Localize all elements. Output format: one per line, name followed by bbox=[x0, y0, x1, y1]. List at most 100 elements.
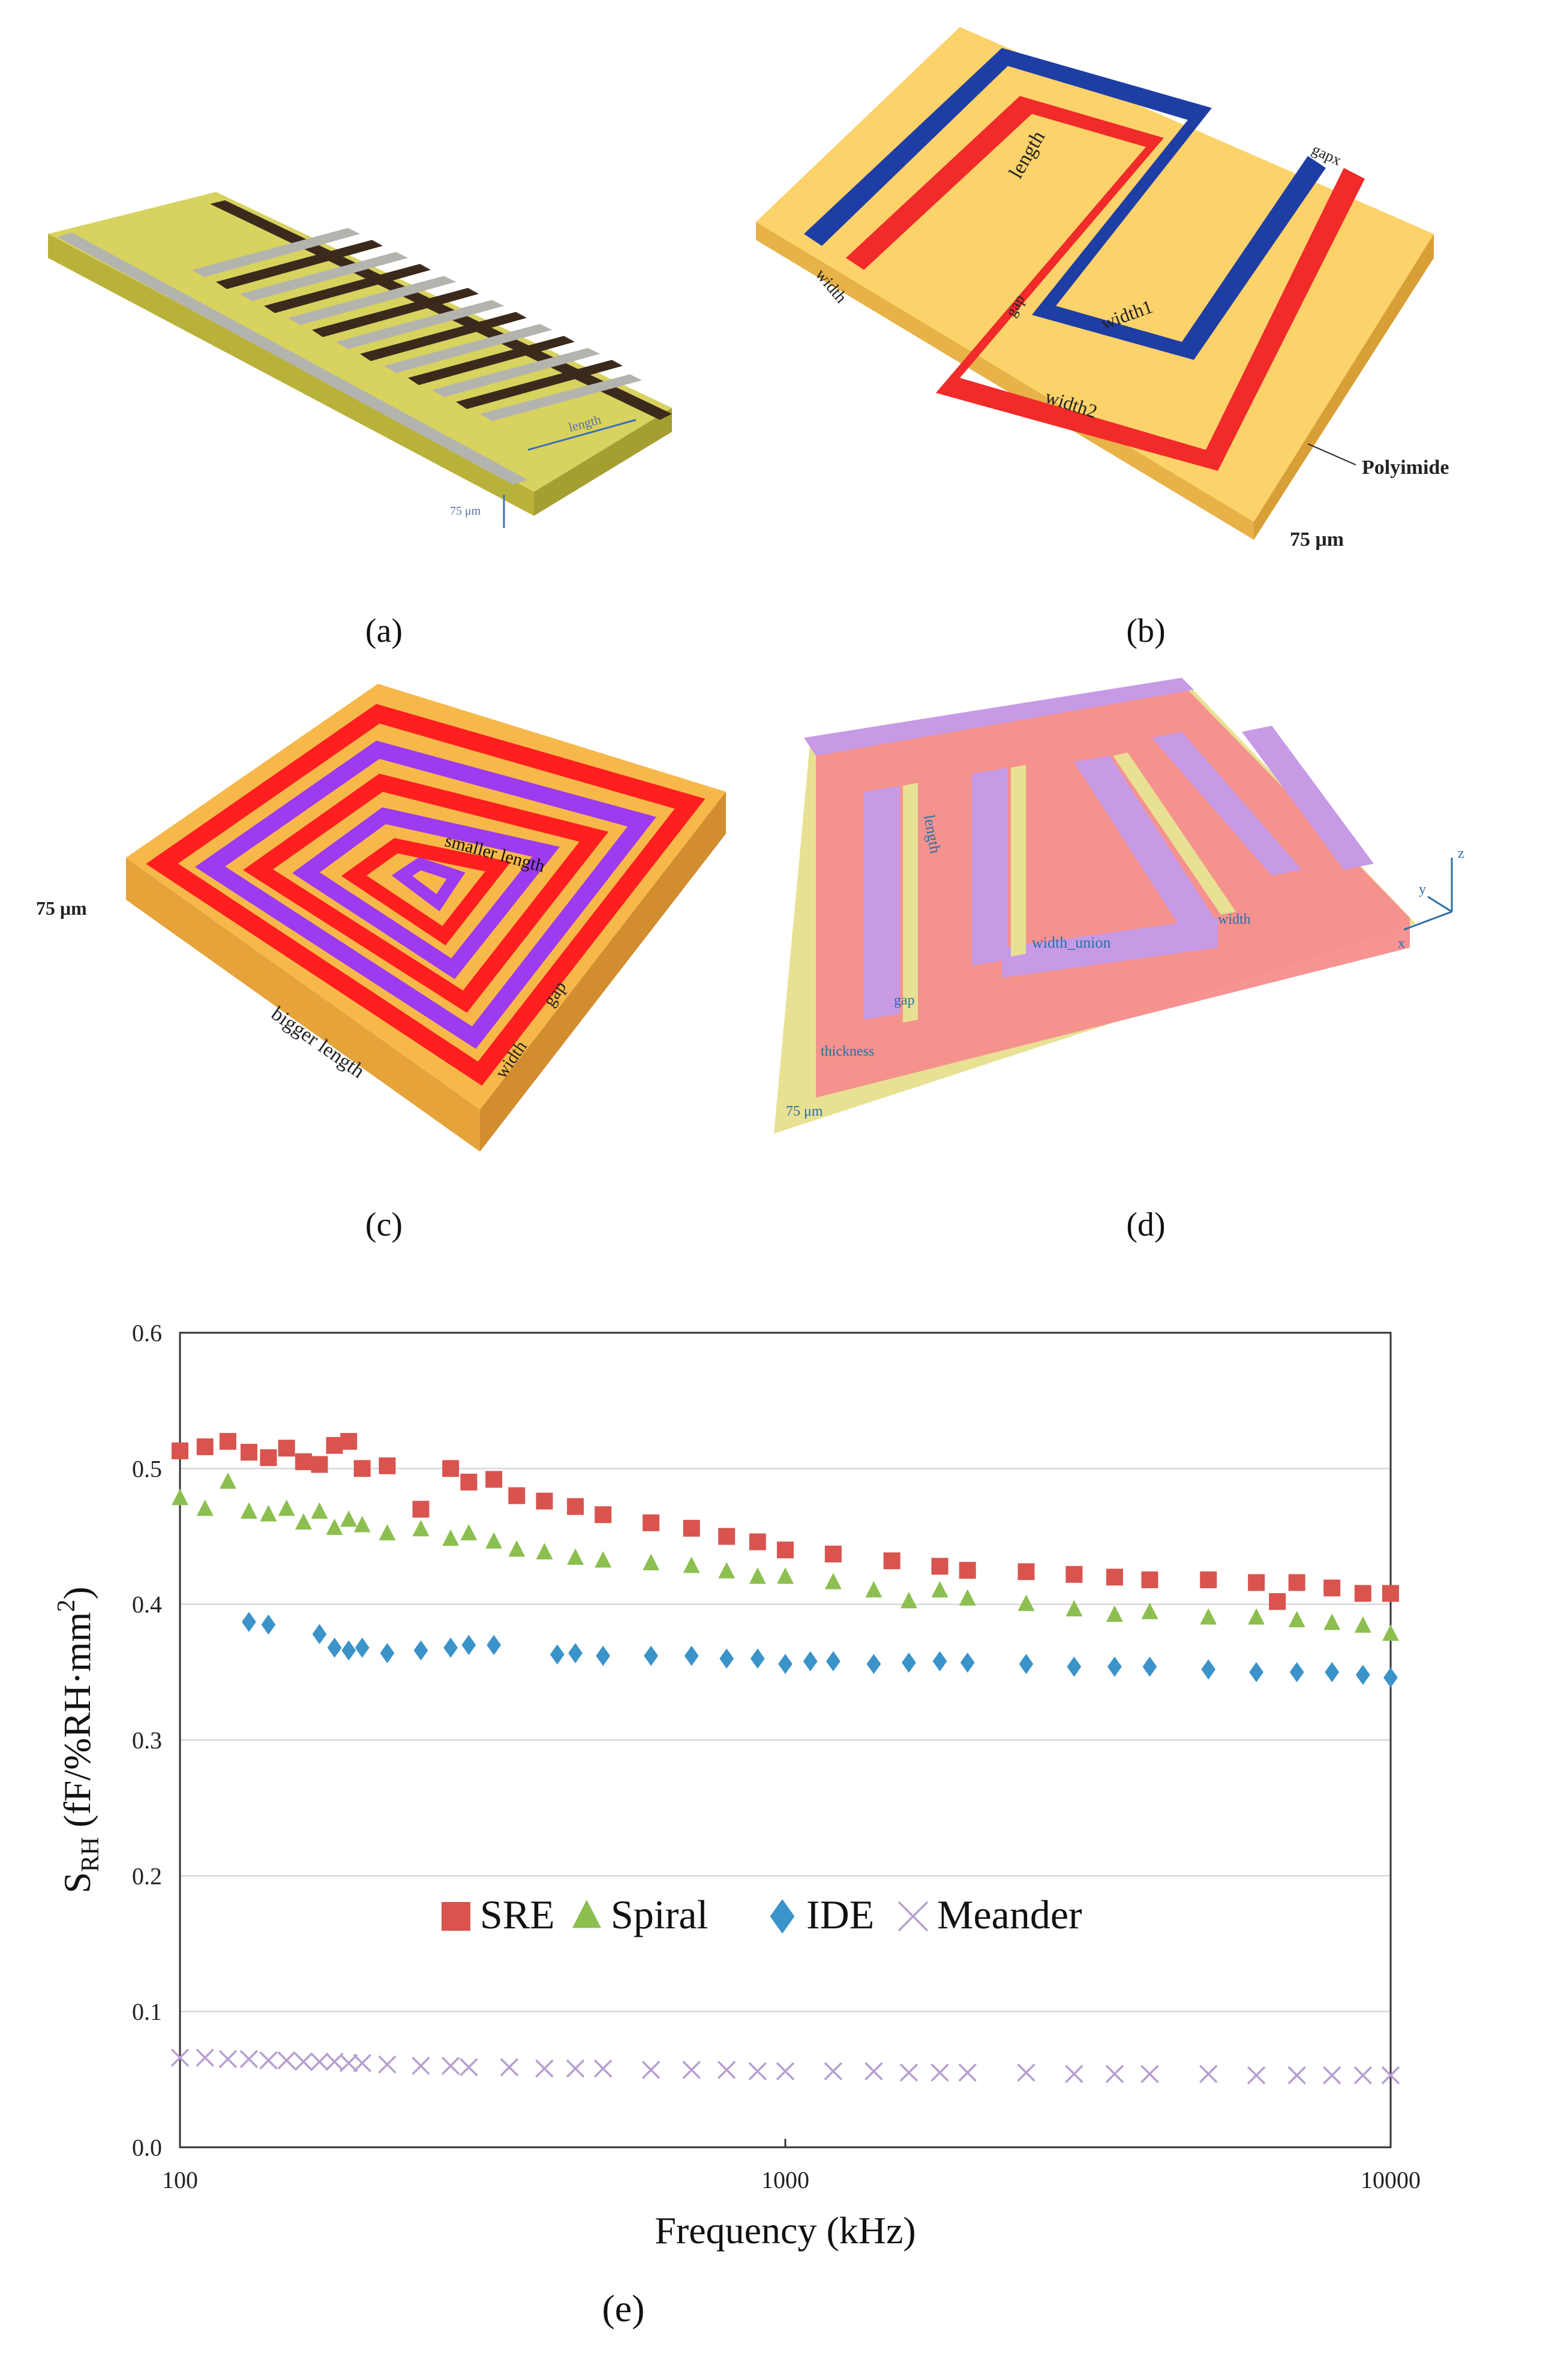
ide-point bbox=[242, 1612, 256, 1632]
panel-a-fingers bbox=[192, 228, 642, 421]
ide-point bbox=[1355, 1664, 1370, 1685]
spiral-point bbox=[340, 1510, 358, 1527]
panel-b-substrate-front bbox=[1254, 234, 1434, 540]
spiral-point bbox=[749, 1567, 766, 1584]
panel-d-axes-icon bbox=[1403, 858, 1453, 931]
sre-point bbox=[196, 1438, 214, 1456]
ide-point bbox=[866, 1654, 881, 1675]
ide-point bbox=[1201, 1659, 1216, 1680]
sre-point bbox=[340, 1433, 358, 1450]
panel-c-spiral-drawing: 75 μm smaller length bigger length gap w… bbox=[36, 684, 726, 1152]
legend-meander-marker bbox=[897, 1901, 929, 1932]
sre-point bbox=[295, 1453, 312, 1471]
ide-point bbox=[413, 1640, 428, 1661]
ide-point bbox=[341, 1640, 356, 1661]
sre-point bbox=[718, 1528, 736, 1545]
panel-a-substrate-front bbox=[534, 408, 672, 516]
panel-d-thickness-label: 75 μm bbox=[786, 1104, 823, 1119]
spiral-point bbox=[1382, 1624, 1399, 1641]
legend-sre-marker bbox=[442, 1902, 470, 1931]
sre-point bbox=[643, 1514, 660, 1531]
spiral-point bbox=[460, 1523, 478, 1541]
sre-point bbox=[595, 1506, 612, 1523]
ide-point bbox=[1142, 1656, 1157, 1677]
ide-point bbox=[644, 1645, 659, 1666]
sre-point bbox=[536, 1492, 553, 1510]
panel-d-gap-label: gap bbox=[894, 993, 915, 1008]
ide-point bbox=[1249, 1662, 1264, 1682]
meander-point bbox=[340, 2054, 358, 2072]
spiral-point bbox=[172, 1489, 188, 1505]
sre-point bbox=[931, 1558, 948, 1575]
ide-point bbox=[596, 1645, 611, 1666]
panel-d-width-union-label: width_union bbox=[1032, 934, 1110, 951]
spiral-point bbox=[595, 1551, 612, 1568]
chart-y-label-main: S bbox=[56, 1872, 98, 1894]
panel-b-electrode-blue bbox=[804, 48, 1326, 360]
meander-point bbox=[1105, 2065, 1124, 2084]
sre-point bbox=[311, 1456, 328, 1473]
ide-point bbox=[902, 1652, 916, 1673]
ide-point bbox=[261, 1614, 276, 1635]
ide-point bbox=[778, 1654, 792, 1675]
spiral-point bbox=[1288, 1610, 1305, 1628]
spiral-point bbox=[219, 1472, 236, 1489]
ide-point bbox=[719, 1648, 734, 1669]
panel-e-caption: (e) bbox=[602, 2287, 644, 2330]
panel-b-substrate-top bbox=[756, 27, 1434, 522]
spiral-point bbox=[900, 1592, 917, 1609]
sre-point bbox=[883, 1552, 900, 1570]
sre-point bbox=[219, 1433, 236, 1450]
sre-point bbox=[1382, 1585, 1399, 1602]
sre-point bbox=[777, 1541, 794, 1559]
spiral-point bbox=[260, 1505, 277, 1522]
chart-y-ticks: 0.0 0.1 0.2 0.3 0.4 0.5 0.6 bbox=[132, 1320, 162, 2161]
meander-point bbox=[196, 2048, 215, 2067]
ide-point bbox=[684, 1645, 699, 1666]
panel-c-substrate-right bbox=[480, 792, 726, 1152]
spiral-point bbox=[485, 1532, 503, 1549]
panel-d-width-label: width bbox=[1218, 912, 1251, 927]
panel-d-electrode-purple bbox=[804, 678, 1374, 1020]
chart-gridlines bbox=[180, 1468, 1391, 2012]
sre-point bbox=[379, 1457, 396, 1474]
sre-point bbox=[278, 1440, 295, 1457]
sre-point bbox=[1200, 1571, 1217, 1588]
ide-point bbox=[1019, 1654, 1034, 1675]
panel-c-thickness-label: 75 μm bbox=[36, 897, 87, 919]
spiral-point bbox=[865, 1580, 882, 1598]
panel-d-thickness-text: thickness bbox=[821, 1044, 874, 1059]
series-spiral bbox=[172, 1472, 1399, 1641]
panel-a-ide-drawing: length 75 μm bbox=[48, 192, 672, 528]
ide-point bbox=[1107, 1656, 1122, 1677]
panel-c-caption: (c) bbox=[365, 1206, 403, 1243]
meander-point bbox=[310, 2053, 329, 2071]
panel-d-axis-y: y bbox=[1419, 882, 1426, 897]
spiral-point bbox=[536, 1543, 553, 1559]
chart-y-label-end: ) bbox=[56, 1586, 98, 1599]
panel-d-serpentine-gaps bbox=[903, 753, 1236, 1023]
chart-y-tick-label: 0.6 bbox=[132, 1320, 162, 1347]
chart-y-label-sup: 2 bbox=[53, 1600, 80, 1612]
chart-y-tick-label: 0.4 bbox=[132, 1591, 162, 1618]
spiral-point bbox=[353, 1516, 371, 1532]
spiral-point bbox=[240, 1502, 257, 1519]
spiral-point bbox=[412, 1520, 430, 1537]
meander-point bbox=[958, 2063, 977, 2082]
chart-y-tick-label: 0.3 bbox=[132, 1727, 162, 1754]
panel-e-sensitivity-chart: 0.0 0.1 0.2 0.3 0.4 0.5 0.6 100 1000 10000 Frequ… bbox=[53, 1320, 1421, 2330]
chart-x-ticks: 100 1000 10000 bbox=[162, 2139, 1421, 2193]
ide-point bbox=[312, 1624, 327, 1645]
spiral-point bbox=[959, 1589, 976, 1606]
panel-d-caption: (d) bbox=[1126, 1206, 1166, 1243]
meander-point bbox=[294, 2053, 313, 2071]
meander-point bbox=[378, 2055, 397, 2074]
meander-point bbox=[1140, 2065, 1159, 2084]
spiral-point bbox=[777, 1567, 794, 1584]
meander-point bbox=[412, 2056, 430, 2075]
sre-point bbox=[353, 1460, 371, 1477]
sre-point bbox=[683, 1519, 700, 1537]
ide-point bbox=[380, 1643, 395, 1663]
panel-b-thickness-label: 75 μm bbox=[1290, 528, 1344, 551]
meander-point bbox=[641, 2060, 661, 2080]
